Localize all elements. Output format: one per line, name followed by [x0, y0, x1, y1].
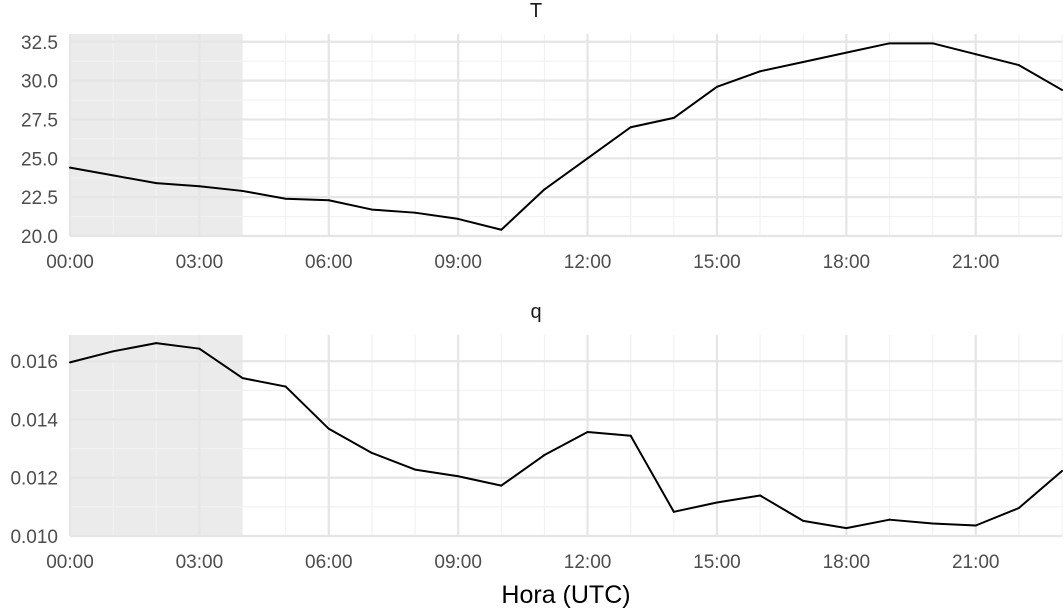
data-point-temperature	[629, 126, 632, 129]
data-point-temperature	[1061, 88, 1063, 91]
y-tick-label: 27.5	[21, 110, 58, 131]
data-point-temperature	[370, 208, 373, 211]
data-point-humidity	[1061, 470, 1063, 473]
x-tick-label: 03:00	[176, 252, 224, 273]
x-tick-label: 00:00	[46, 552, 94, 573]
panel-humidity: q 00:00 03:00 06:00 09:00 12:00 15:00 18:00 21:0…	[10, 301, 1063, 573]
data-point-humidity	[414, 468, 417, 471]
x-tick-label: 06:00	[305, 252, 353, 273]
data-point-temperature	[414, 211, 417, 214]
data-point-temperature	[500, 228, 503, 231]
data-point-humidity	[457, 475, 460, 478]
data-point-humidity	[931, 522, 934, 525]
data-point-humidity	[112, 350, 115, 353]
x-tick-label: 21:00	[952, 252, 1000, 273]
data-point-humidity	[1017, 507, 1020, 510]
data-point-humidity	[198, 347, 201, 350]
data-point-temperature	[802, 60, 805, 63]
x-tick-label: 06:00	[305, 552, 353, 573]
data-point-humidity	[802, 519, 805, 522]
x-tick-label: 12:00	[564, 252, 612, 273]
data-point-humidity	[500, 484, 503, 487]
data-point-temperature	[759, 70, 762, 73]
data-point-temperature	[888, 42, 891, 45]
data-point-temperature	[155, 182, 158, 185]
data-point-temperature	[69, 166, 71, 169]
x-tick-label: 03:00	[176, 552, 224, 573]
data-point-temperature	[112, 174, 115, 177]
series-line-humidity	[69, 342, 1063, 530]
data-point-temperature	[586, 157, 589, 160]
data-point-temperature	[1017, 64, 1020, 67]
x-tick-label: 18:00	[823, 552, 871, 573]
data-point-humidity	[241, 377, 244, 380]
x-axis-title: Hora (UTC)	[501, 581, 630, 609]
y-tick-label: 0.010	[10, 527, 58, 548]
data-point-temperature	[284, 197, 287, 200]
data-point-humidity	[845, 527, 848, 530]
data-point-humidity	[672, 510, 675, 513]
data-point-humidity	[974, 524, 977, 527]
data-point-temperature	[931, 42, 934, 45]
x-tick-label: 18:00	[823, 252, 871, 273]
data-point-humidity	[629, 434, 632, 437]
data-point-temperature	[543, 188, 546, 191]
y-tick-label: 0.012	[10, 469, 58, 490]
panel-temperature: T 00:00 03:00 06:00 09:00 12:00 15:00 18:00 21:0…	[21, 0, 1063, 273]
data-point-temperature	[715, 85, 718, 88]
x-tick-label: 15:00	[693, 252, 741, 273]
data-point-temperature	[457, 217, 460, 220]
x-tick-label: 09:00	[434, 552, 482, 573]
x-tick-label: 09:00	[434, 252, 482, 273]
x-tick-label: 12:00	[564, 552, 612, 573]
data-point-humidity	[759, 494, 762, 497]
y-tick-label: 0.014	[10, 410, 58, 431]
data-point-temperature	[974, 53, 977, 56]
data-point-humidity	[284, 385, 287, 388]
y-tick-label: 20.0	[21, 227, 58, 248]
data-point-humidity	[69, 361, 71, 364]
panel-title-temperature: T	[530, 0, 542, 22]
panel-title-humidity: q	[530, 301, 541, 323]
x-tick-label: 00:00	[46, 252, 94, 273]
y-tick-label: 32.5	[21, 33, 58, 54]
data-point-humidity	[370, 451, 373, 454]
data-point-temperature	[327, 199, 330, 202]
y-tick-label: 0.016	[10, 352, 58, 373]
series-line-temperature	[69, 42, 1063, 231]
x-tick-label: 15:00	[693, 552, 741, 573]
data-point-temperature	[672, 116, 675, 119]
data-point-humidity	[327, 427, 330, 430]
y-tick-label: 22.5	[21, 188, 58, 209]
data-point-humidity	[155, 342, 158, 345]
data-point-temperature	[845, 51, 848, 54]
y-tick-label: 30.0	[21, 72, 58, 93]
data-point-humidity	[543, 454, 546, 457]
data-point-temperature	[241, 189, 244, 192]
data-point-humidity	[715, 501, 718, 504]
data-point-humidity	[586, 431, 589, 434]
data-point-temperature	[198, 185, 201, 188]
x-tick-label: 21:00	[952, 552, 1000, 573]
y-tick-label: 25.0	[21, 149, 58, 170]
data-point-humidity	[888, 518, 891, 521]
